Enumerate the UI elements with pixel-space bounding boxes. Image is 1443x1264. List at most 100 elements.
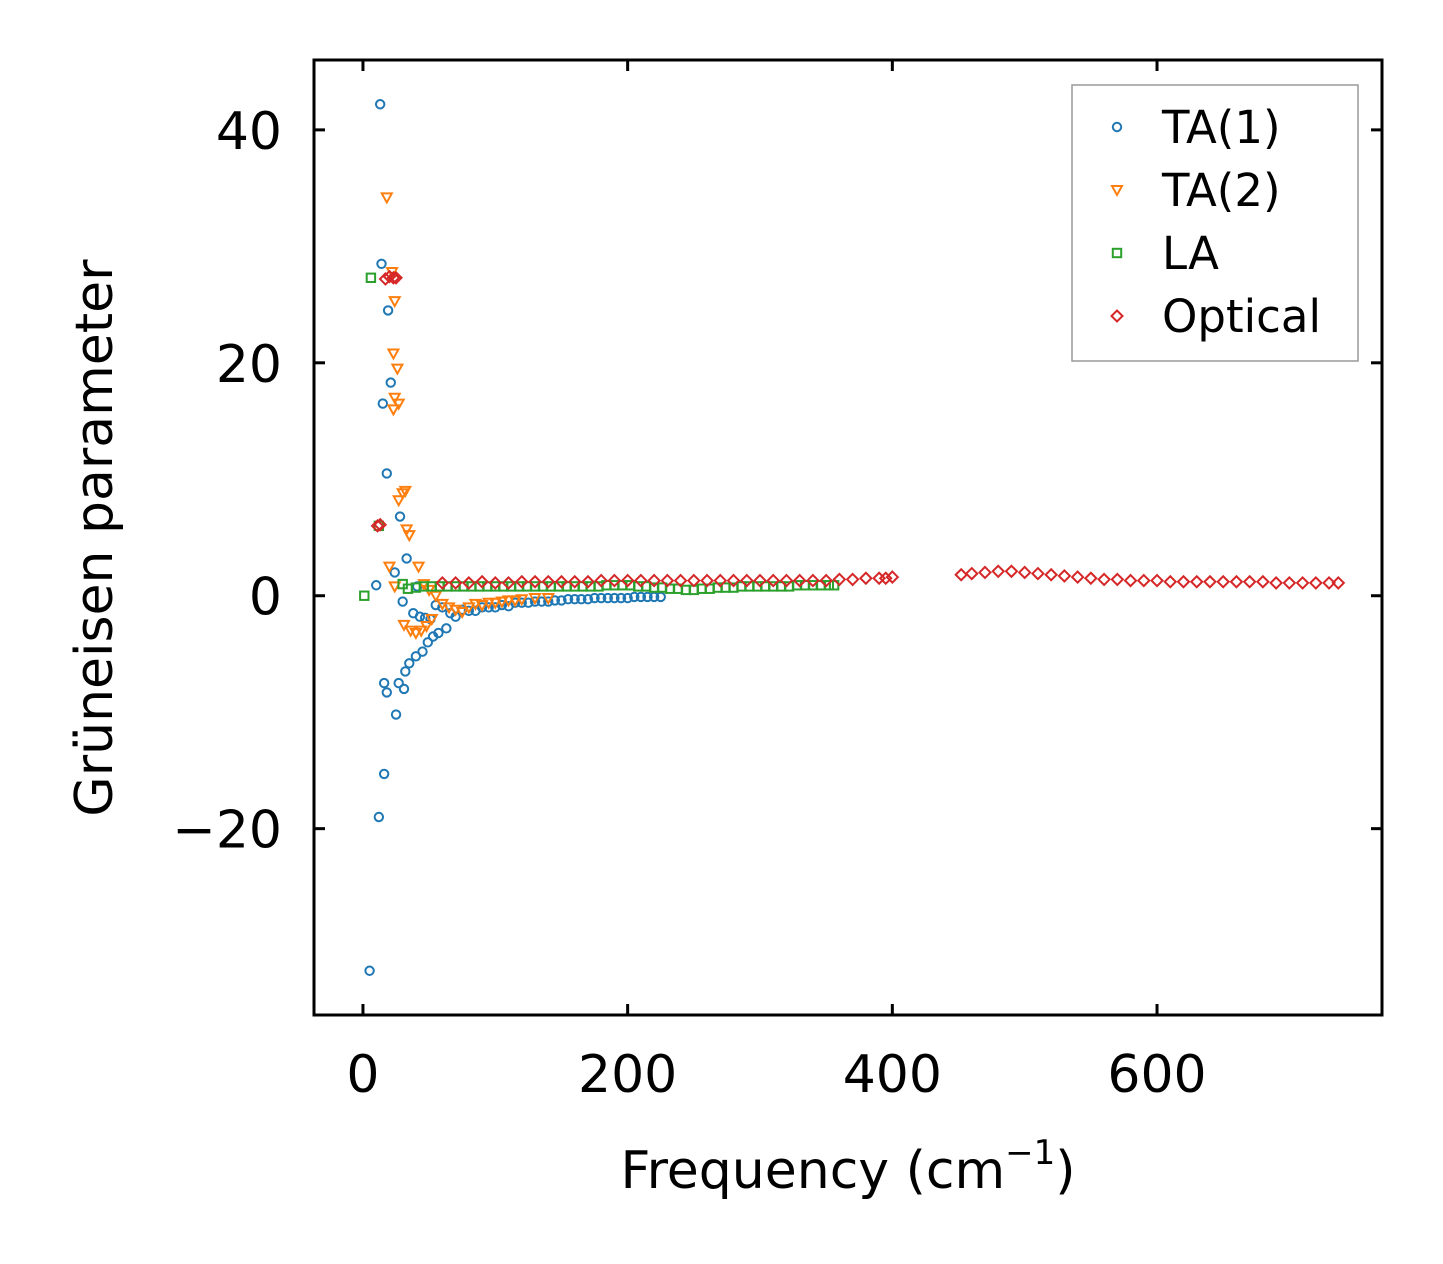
ta-1-point <box>536 596 547 607</box>
optical-point <box>1255 574 1270 589</box>
optical-point <box>964 566 979 581</box>
optical-point <box>713 573 728 588</box>
ta-2-point <box>390 363 405 376</box>
ta-2-point <box>382 561 397 574</box>
ta-1-point <box>400 666 411 677</box>
x-tick-label: 0 <box>346 1045 379 1105</box>
ta-1-point <box>529 596 541 607</box>
optical-point <box>386 270 401 285</box>
la-point <box>359 590 370 601</box>
la-point <box>365 272 377 283</box>
optical-point <box>448 576 463 590</box>
legend-marker <box>1111 121 1123 133</box>
ta-1-point <box>622 592 633 604</box>
legend-marker <box>1110 309 1124 323</box>
ta-1-point <box>602 592 613 604</box>
optical-point <box>978 565 992 580</box>
ta-2-point <box>495 596 509 609</box>
optical-point <box>819 573 834 588</box>
ta-1-point <box>390 709 402 720</box>
ta-2-point <box>411 561 426 574</box>
optical-point <box>1097 572 1111 587</box>
optical-point <box>792 573 807 588</box>
optical-point <box>878 571 893 586</box>
optical-point <box>647 573 662 588</box>
optical-point <box>766 573 781 588</box>
optical-point <box>832 572 847 587</box>
optical-point <box>501 576 516 590</box>
ta-1-point <box>378 768 390 780</box>
optical-point <box>1282 576 1297 590</box>
ta-1-point <box>422 637 434 648</box>
legend-marker <box>1111 247 1123 259</box>
ta-1-point <box>441 623 452 634</box>
x-axis-title-tail: ) <box>1055 1141 1075 1201</box>
ta-1-point <box>382 305 394 316</box>
y-axis-title: Grüneisen parameter <box>65 259 125 817</box>
ta-1-point <box>589 592 600 604</box>
ta-1-point <box>595 592 607 604</box>
ta-1-point <box>364 965 375 976</box>
optical-point <box>435 576 450 590</box>
optical-point <box>541 574 556 589</box>
ta-1-point <box>582 594 594 605</box>
optical-point <box>1189 574 1204 589</box>
optical-point <box>528 574 542 589</box>
ta-1-point <box>373 811 385 823</box>
optical-point <box>726 573 741 588</box>
ta-2-point <box>388 392 402 405</box>
ta-1-point <box>490 602 501 613</box>
optical-point <box>488 576 503 590</box>
ta-1-point <box>377 398 389 409</box>
ta-2-point <box>515 594 529 607</box>
optical-point <box>581 574 595 589</box>
ta-2-point <box>397 619 411 632</box>
optical-point <box>954 567 969 582</box>
legend-label: Optical <box>1162 290 1321 343</box>
optical-point <box>1070 570 1085 585</box>
x-axis-title: Frequency (cm−1) <box>620 1133 1075 1201</box>
optical-point <box>370 518 385 533</box>
ta-1-point <box>385 377 396 388</box>
optical-point <box>858 571 873 586</box>
optical-point <box>845 572 860 587</box>
optical-point <box>1322 576 1336 590</box>
ta-2-point <box>398 485 413 498</box>
ta-1-point <box>523 597 534 608</box>
ta-2-point <box>380 192 394 205</box>
ta-1-point <box>393 677 404 689</box>
ta-2-point <box>528 593 542 606</box>
optical-point <box>779 573 794 588</box>
ta-1-point <box>417 646 428 657</box>
optical-point <box>1083 571 1098 586</box>
optical-point <box>1110 572 1125 587</box>
ta-2-point <box>388 581 402 594</box>
optical-point <box>1203 574 1217 589</box>
optical-point <box>1176 574 1191 589</box>
ta-2-point <box>541 593 555 606</box>
optical-point <box>567 574 582 589</box>
x-tick-label: 200 <box>578 1045 677 1105</box>
ta-1-point <box>404 658 415 669</box>
y-tick-label: 0 <box>249 568 282 628</box>
ta-1-point <box>401 553 412 564</box>
ta-2-point <box>475 600 489 613</box>
ta-1-point <box>576 594 587 605</box>
ta-1-point <box>556 595 567 606</box>
la-point <box>828 580 840 591</box>
optical-point <box>753 573 767 588</box>
optical-point <box>633 573 648 588</box>
optical-point <box>373 517 388 532</box>
optical-point <box>594 573 609 588</box>
ta-2-point <box>419 621 434 634</box>
optical-point <box>554 574 569 589</box>
legend-label: TA(2) <box>1161 164 1281 217</box>
optical-point <box>1030 566 1045 581</box>
data-markers <box>359 99 1346 976</box>
ta-1-point <box>629 591 640 603</box>
ta-2-point <box>386 404 401 417</box>
ta-2-point <box>388 296 402 309</box>
legend-marker <box>1110 185 1124 198</box>
ta-2-point <box>391 495 406 508</box>
